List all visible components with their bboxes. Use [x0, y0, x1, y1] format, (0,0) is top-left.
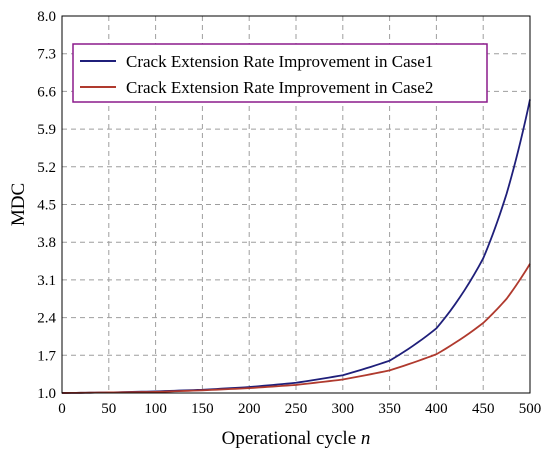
legend-label-case1: Crack Extension Rate Improvement in Case…	[126, 52, 433, 71]
x-tick-label: 350	[378, 401, 401, 417]
x-tick-label: 450	[472, 401, 495, 417]
y-tick-label: 1.0	[37, 386, 56, 402]
series-line-case2	[61, 263, 531, 394]
x-tick-label: 300	[332, 401, 355, 417]
x-tick-label: 100	[144, 401, 167, 417]
x-axis-title-text: Operational cycle	[222, 428, 357, 449]
y-tick-label: 4.5	[37, 198, 56, 214]
y-tick-label: 5.9	[37, 122, 56, 138]
y-tick-label: 8.0	[37, 9, 56, 25]
x-tick-label: 50	[101, 401, 116, 417]
legend-label-case2: Crack Extension Rate Improvement in Case…	[126, 78, 433, 97]
x-tick-label: 500	[519, 401, 542, 417]
x-tick-label: 400	[425, 401, 448, 417]
y-tick-label: 3.1	[37, 273, 56, 289]
y-tick-label: 1.7	[37, 348, 56, 364]
tick-labels: 0 50 100 150 200 250 300 350 400 450 500 1.0 1.7 2.4 3…	[37, 9, 541, 417]
x-tick-label: 0	[58, 401, 66, 417]
y-tick-label: 3.8	[37, 235, 56, 251]
plot-frame	[61, 15, 531, 394]
series-layer	[61, 99, 531, 394]
x-axis-title: Operational cycle n	[222, 428, 371, 449]
legend: Crack Extension Rate Improvement in Case…	[72, 43, 488, 103]
legend-box	[72, 43, 488, 103]
x-axis-variable: n	[361, 428, 371, 449]
x-tick-label: 250	[285, 401, 308, 417]
y-tick-label: 2.4	[37, 311, 56, 327]
y-tick-label: 6.6	[37, 84, 56, 100]
x-tick-label: 200	[238, 401, 261, 417]
y-axis-title: MDC	[8, 183, 29, 226]
y-tick-label: 7.3	[37, 47, 56, 63]
y-tick-label: 5.2	[37, 160, 56, 176]
x-tick-label: 150	[191, 401, 214, 417]
